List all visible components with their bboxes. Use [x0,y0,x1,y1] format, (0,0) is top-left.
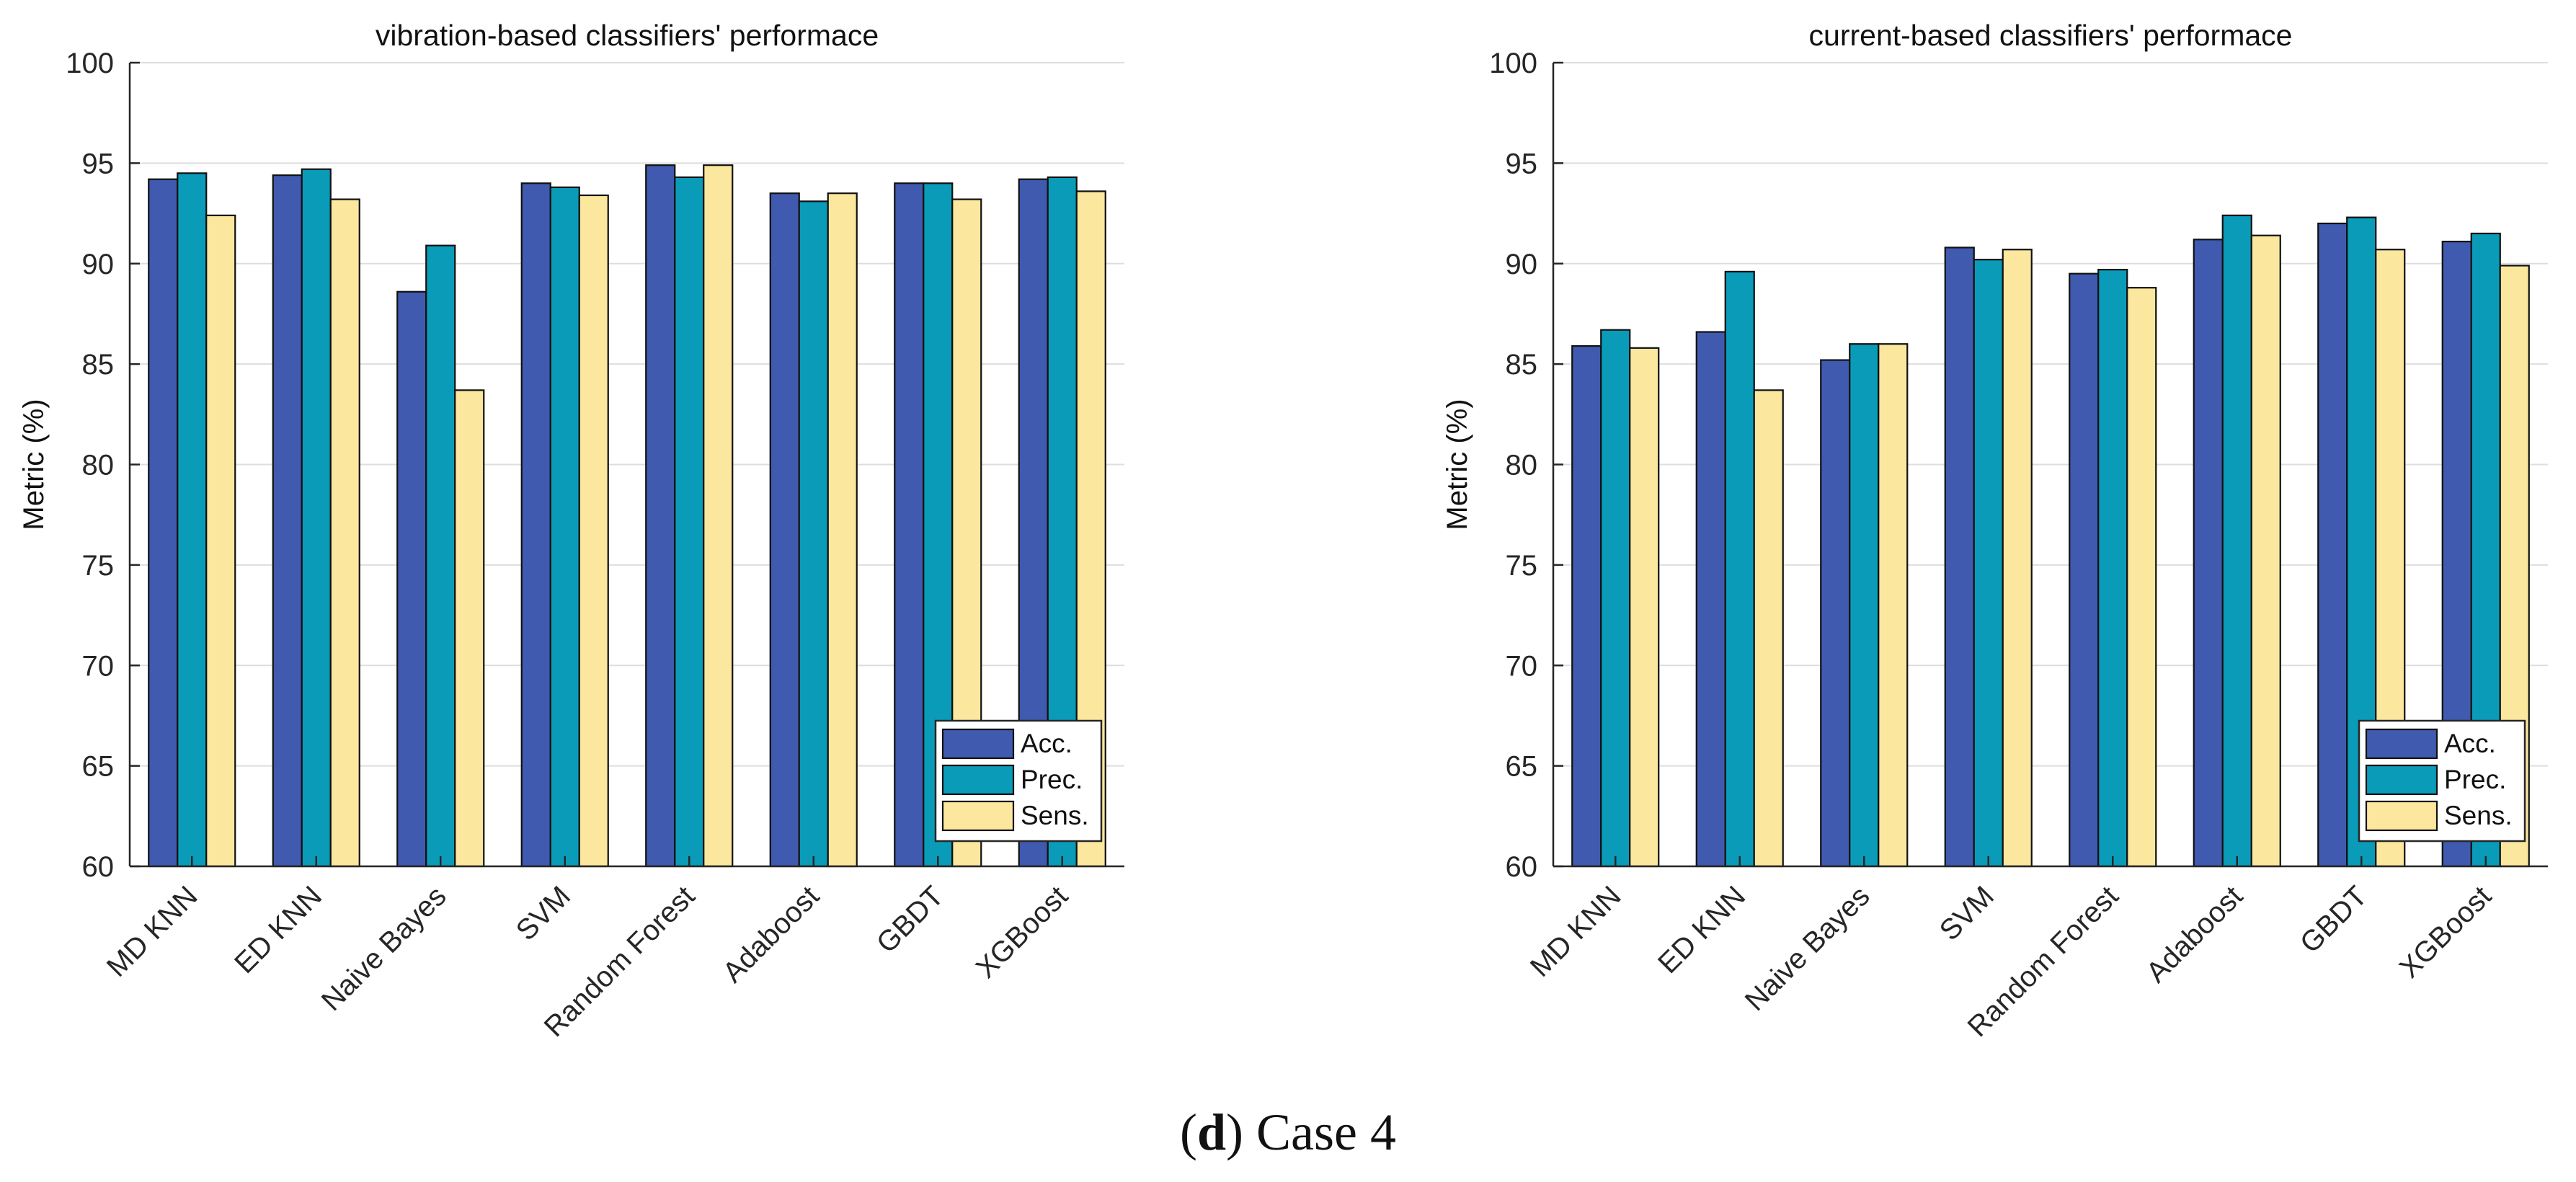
bar-acc-random-forest [645,164,676,868]
figure-caption: (d) Case 4 [1180,1103,1396,1161]
bar-acc-adaboost [2193,239,2224,868]
bar-prec-md-knn [177,172,208,868]
y-tick-label: 95 [1506,148,1538,179]
bar-acc-random-forest [2069,272,2100,868]
y-tick-label: 95 [82,148,115,179]
y-tick-label: 75 [82,550,115,582]
y-tick-label: 75 [1506,550,1538,582]
bar-prec-svm [549,186,580,868]
legend-label-prec: Prec. [2444,765,2506,794]
bar-sens-adaboost [2250,234,2281,868]
bar-acc-naive-bayes [1820,359,1851,868]
bar-acc-svm [1944,246,1975,868]
y-axis-label: Metric (%) [18,399,50,530]
y-tick-label: 90 [1506,249,1538,280]
x-tick-label-adaboost: Adaboost [716,880,825,989]
y-tick-label: 60 [82,851,115,883]
y-tick-label: 100 [1489,48,1537,79]
bar-sens-naive-bayes [1878,343,1909,868]
x-tick-label-gbdt: GBDT [871,880,950,959]
bar-sens-random-forest [703,164,734,868]
y-tick-label: 70 [1506,650,1538,682]
y-tick-label: 65 [82,751,115,783]
bar-sens-ed-knn [329,198,360,868]
y-tick-label: 80 [82,450,115,481]
y-tick-label: 80 [1506,450,1538,481]
y-tick-label: 70 [82,650,115,682]
bar-sens-adaboost [827,192,858,868]
chart-title: vibration-based classifiers' performace [376,19,879,52]
x-tick-label-adaboost: Adaboost [2140,880,2249,989]
legend-label-sens: Sens. [1021,801,1089,830]
x-tick-label-naive-bayes: Naive Bayes [316,880,453,1017]
x-tick-label-svm: SVM [1934,880,2000,946]
y-tick-label: 85 [1506,349,1538,381]
x-tick-label-ed-knn: ED KNN [228,880,328,979]
y-tick-label: 100 [66,48,114,79]
bar-sens-random-forest [2126,287,2157,868]
y-tick-label: 90 [82,249,115,280]
bar-sens-naive-bayes [454,389,485,868]
bar-prec-adaboost [798,200,829,868]
caption-text: Case 4 [1243,1103,1396,1161]
bar-acc-gbdt [2317,222,2348,868]
x-tick-label-ed-knn: ED KNN [1652,880,1751,979]
bar-sens-svm [578,194,609,868]
caption-letter: d [1196,1103,1227,1161]
legend-label-sens: Sens. [2444,801,2513,830]
legend-swatch-sens [941,800,1015,832]
x-tick-label-gbdt: GBDT [2294,880,2373,959]
bar-acc-svm [520,182,551,868]
bar-prec-naive-bayes [425,244,456,868]
legend-swatch-acc [2365,728,2438,760]
bar-prec-random-forest [2097,269,2128,868]
x-tick-label-svm: SVM [510,880,577,946]
bar-sens-md-knn [205,214,236,868]
legend-label-acc: Acc. [2444,729,2496,758]
y-tick-label: 60 [1506,851,1538,883]
bar-acc-ed-knn [272,174,303,868]
bar-acc-naive-bayes [396,290,427,868]
x-tick-label-md-knn: MD KNN [1524,880,1627,983]
bar-prec-ed-knn [301,168,332,868]
bar-prec-adaboost [2221,214,2252,868]
bar-prec-ed-knn [1724,270,1755,868]
bar-sens-svm [2002,249,2033,868]
bar-acc-adaboost [769,192,800,868]
chart-title: current-based classifiers' performace [1809,19,2293,52]
x-tick-label-xgboost: XGBoost [970,880,1074,984]
legend-swatch-sens [2365,800,2438,832]
bar-acc-ed-knn [1695,331,1726,868]
x-tick-label-naive-bayes: Naive Bayes [1739,880,1876,1017]
legend-swatch-prec [2365,764,2438,796]
y-axis-label: Metric (%) [1442,399,1473,530]
legend-swatch-prec [941,764,1015,796]
bar-prec-random-forest [674,176,705,868]
legend-label-acc: Acc. [1021,729,1072,758]
bar-prec-md-knn [1600,329,1631,868]
y-tick-label: 85 [82,349,115,381]
bar-sens-ed-knn [1753,389,1784,868]
legend-label-prec: Prec. [1021,765,1083,794]
legend-swatch-acc [941,728,1015,760]
x-tick-label-md-knn: MD KNN [101,880,204,983]
bar-prec-naive-bayes [1849,343,1880,868]
x-tick-label-xgboost: XGBoost [2394,880,2497,984]
y-tick-label: 65 [1506,751,1538,783]
bar-acc-gbdt [894,182,925,868]
bar-acc-md-knn [148,178,179,868]
bar-acc-md-knn [1571,345,1602,868]
bar-sens-md-knn [1629,347,1660,868]
bar-prec-svm [1973,259,2004,868]
